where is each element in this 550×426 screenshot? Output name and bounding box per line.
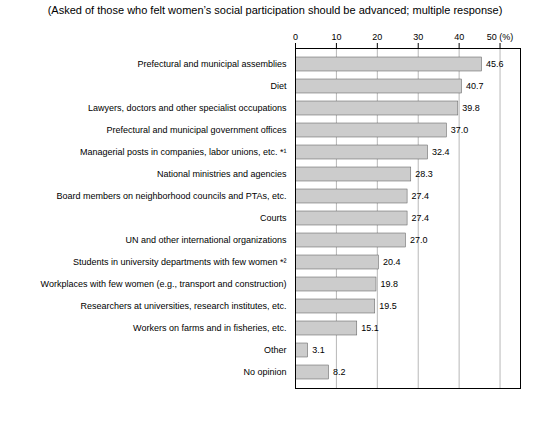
svg-text:Prefectural and municipal asse: Prefectural and municipal assemblies [137,59,287,69]
html-text:(Asked of those who felt women: (Asked of those who felt women’s social … [47,4,503,16]
svg-text:3.1: 3.1 [312,345,325,355]
svg-text:19.5: 19.5 [379,301,397,311]
svg-text:20.4: 20.4 [383,257,401,267]
svg-text:37.0: 37.0 [451,125,469,135]
svg-text:45.6: 45.6 [486,59,504,69]
svg-text:Lawyers, doctors and other spe: Lawyers, doctors and other specialist oc… [88,103,287,113]
svg-text:28.3: 28.3 [415,169,433,179]
svg-text:32.4: 32.4 [432,147,450,157]
svg-text:Workplaces with few women (e.g: Workplaces with few women (e.g., transpo… [41,279,287,289]
svg-text:No opinion: No opinion [243,367,286,377]
svg-text:Workers on farms and in fisher: Workers on farms and in fisheries, etc. [133,323,286,333]
svg-text:50 (%): 50 (%) [487,32,514,42]
svg-text:Other: Other [264,345,287,355]
svg-text:40.7: 40.7 [466,81,484,91]
svg-text:National ministries and agenci: National ministries and agencies [157,169,287,179]
svg-text:Diet: Diet [270,81,287,91]
svg-text:30: 30 [413,32,423,42]
svg-text:20: 20 [372,32,382,42]
svg-text:Prefectural and municipal gove: Prefectural and municipal government off… [107,125,287,135]
svg-text:27.4: 27.4 [412,213,430,223]
svg-text:27.4: 27.4 [412,191,430,201]
svg-text:Researchers at universities, r: Researchers at universities, research in… [80,301,286,311]
svg-text:40: 40 [454,32,464,42]
svg-text:8.2: 8.2 [333,367,346,377]
svg-text:0: 0 [293,32,298,42]
svg-text:Courts: Courts [260,213,287,223]
svg-text:Board members on neighborhood: Board members on neighborhood councils a… [57,191,287,201]
svg-text:10: 10 [331,32,341,42]
svg-text:UN and other international org: UN and other international organizations [125,235,287,245]
svg-text:39.8: 39.8 [462,103,480,113]
svg-text:15.1: 15.1 [361,323,379,333]
svg-text:27.0: 27.0 [410,235,428,245]
svg-text:Managerial posts in companies,: Managerial posts in companies, labor uni… [80,147,287,157]
svg-text:Students in university departm: Students in university departments with … [73,257,287,267]
svg-text:19.8: 19.8 [381,279,399,289]
